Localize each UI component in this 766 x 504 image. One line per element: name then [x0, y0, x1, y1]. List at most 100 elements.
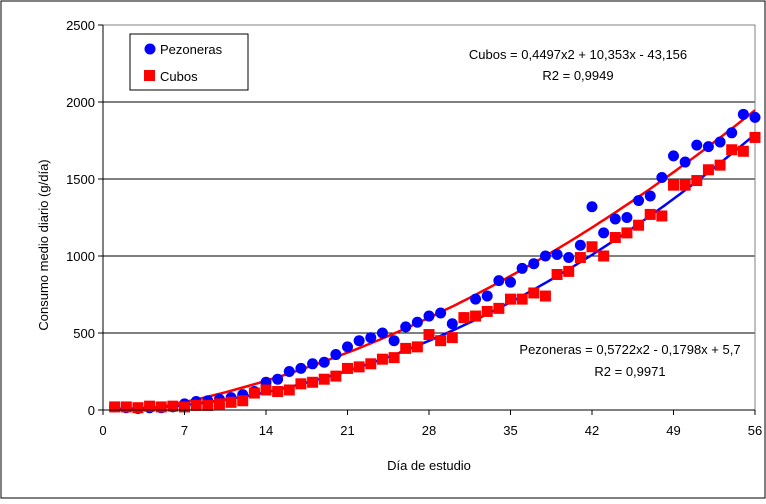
- y-axis-title: Consumo medio diario (g/día): [36, 159, 51, 330]
- legend-label-cubos: Cubos: [160, 69, 198, 84]
- data-point-pezoneras: [283, 366, 295, 377]
- data-point-cubos: [644, 208, 656, 220]
- data-point-cubos: [353, 361, 365, 373]
- data-point-cubos: [586, 241, 598, 253]
- data-point-pezoneras: [272, 373, 284, 385]
- x-tick-label: 56: [748, 423, 762, 438]
- data-point-cubos: [470, 310, 482, 322]
- legend: Pezoneras Cubos: [129, 33, 249, 91]
- x-tick-label: 42: [585, 423, 599, 438]
- y-tick-label: 1000: [66, 249, 95, 264]
- data-point-cubos: [202, 399, 214, 411]
- data-point-pezoneras: [702, 141, 714, 153]
- data-point-cubos: [749, 131, 761, 143]
- data-point-cubos: [621, 227, 633, 239]
- y-tick-label: 0: [88, 403, 95, 418]
- data-point-pezoneras: [353, 335, 365, 347]
- data-point-pezoneras: [505, 276, 516, 288]
- data-point-pezoneras: [598, 227, 610, 239]
- data-point-cubos: [132, 402, 144, 414]
- data-point-cubos: [167, 400, 179, 412]
- x-tick-label: 28: [422, 423, 436, 438]
- data-point-pezoneras: [342, 341, 353, 353]
- data-point-pezoneras: [574, 239, 586, 251]
- data-point-cubos: [365, 358, 377, 370]
- data-point-cubos: [737, 145, 749, 157]
- data-point-cubos: [213, 398, 225, 410]
- data-point-cubos: [435, 335, 447, 347]
- legend-label-pezoneras: Pezoneras: [160, 42, 223, 57]
- trendline-r2-pezoneras: R2 = 0,9971: [594, 364, 665, 379]
- data-point-cubos: [109, 401, 121, 413]
- data-point-cubos: [225, 396, 237, 408]
- data-point-pezoneras: [737, 108, 749, 120]
- data-point-pezoneras: [621, 212, 633, 223]
- data-point-pezoneras: [714, 136, 726, 148]
- data-point-cubos: [656, 210, 668, 222]
- x-tick-label: 14: [259, 423, 273, 438]
- data-point-pezoneras: [365, 332, 377, 344]
- y-tick-label: 500: [73, 326, 95, 341]
- data-point-pezoneras: [516, 262, 528, 274]
- data-point-pezoneras: [330, 349, 342, 361]
- data-point-cubos: [388, 352, 400, 364]
- data-point-cubos: [260, 384, 272, 396]
- data-point-cubos: [574, 252, 586, 264]
- data-point-pezoneras: [679, 156, 691, 168]
- data-point-pezoneras: [609, 213, 621, 225]
- data-point-cubos: [528, 287, 540, 299]
- x-tick-label: 7: [181, 423, 188, 438]
- data-point-cubos: [446, 332, 458, 344]
- data-point-pezoneras: [644, 190, 656, 202]
- data-point-cubos: [295, 378, 307, 390]
- data-point-cubos: [120, 401, 132, 413]
- legend-item-cubos: Cubos: [144, 69, 198, 84]
- x-axis-title: Día de estudio: [387, 458, 471, 473]
- data-point-cubos: [307, 376, 319, 388]
- x-tick-label: 0: [99, 423, 106, 438]
- data-point-cubos: [179, 401, 190, 413]
- data-point-pezoneras: [481, 290, 493, 302]
- trendline-equation-pezoneras: Pezoneras = 0,5722x2 - 0,1798x + 5,7: [519, 342, 740, 357]
- data-point-cubos: [679, 179, 691, 191]
- trendline-r2-cubos: R2 = 0,9949: [542, 68, 613, 83]
- data-point-cubos: [400, 342, 412, 354]
- data-point-pezoneras: [446, 318, 458, 330]
- data-point-pezoneras: [528, 258, 540, 270]
- data-point-cubos: [598, 250, 610, 262]
- data-point-cubos: [423, 329, 435, 341]
- data-point-pezoneras: [551, 248, 563, 260]
- data-point-cubos: [155, 401, 167, 413]
- legend-marker-cubos: [144, 70, 155, 81]
- trendline-equation-cubos: Cubos = 0,4497x2 + 10,353x - 43,156: [469, 47, 687, 62]
- data-point-cubos: [376, 353, 388, 365]
- data-point-cubos: [668, 179, 679, 191]
- data-point-pezoneras: [411, 316, 423, 328]
- data-point-cubos: [493, 302, 505, 314]
- y-tick-label: 2500: [66, 18, 95, 33]
- data-point-pezoneras: [691, 139, 703, 151]
- data-point-pezoneras: [749, 111, 761, 123]
- data-point-pezoneras: [435, 307, 447, 319]
- x-tick-label: 21: [340, 423, 354, 438]
- x-tick-label: 49: [666, 423, 680, 438]
- data-point-pezoneras: [539, 250, 551, 262]
- data-point-pezoneras: [318, 356, 330, 368]
- data-point-cubos: [702, 164, 714, 176]
- data-point-cubos: [726, 144, 738, 156]
- data-point-cubos: [633, 219, 645, 231]
- data-point-pezoneras: [470, 293, 482, 305]
- data-point-pezoneras: [493, 275, 505, 287]
- trendline-cubos: [114, 109, 756, 412]
- data-point-cubos: [481, 305, 493, 317]
- data-point-cubos: [342, 362, 353, 374]
- data-point-cubos: [283, 384, 295, 396]
- data-point-cubos: [551, 268, 563, 280]
- data-point-pezoneras: [307, 358, 319, 370]
- data-point-cubos: [190, 399, 202, 411]
- data-point-pezoneras: [563, 252, 575, 264]
- data-point-cubos: [505, 293, 516, 305]
- data-point-cubos: [272, 386, 284, 398]
